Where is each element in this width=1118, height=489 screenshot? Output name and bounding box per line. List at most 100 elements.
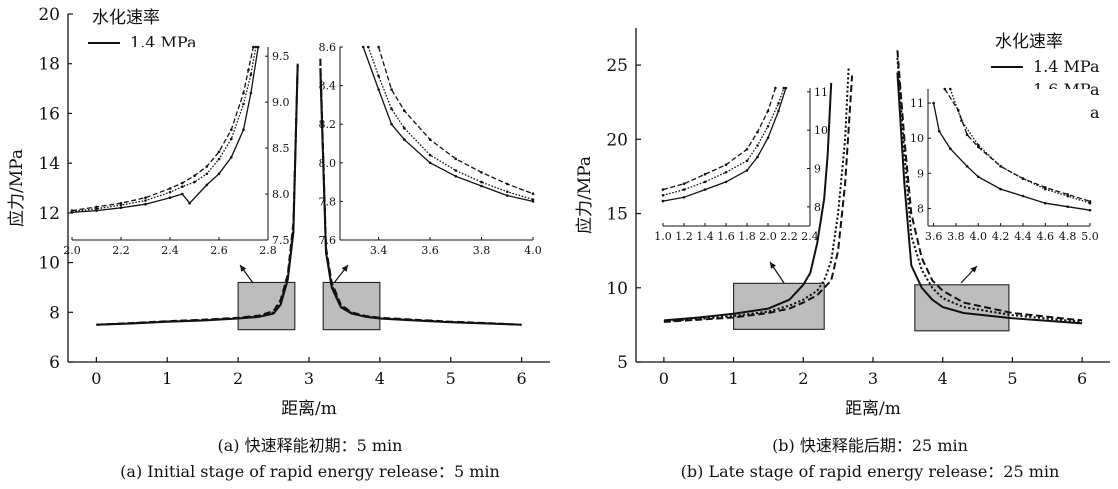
inset-series-line-16	[367, 46, 534, 201]
inset-data-point	[217, 157, 221, 161]
inset-data-point	[1088, 208, 1092, 212]
inset-data-point	[181, 185, 184, 188]
inset-y-tick-label: 8	[814, 201, 821, 214]
inset-data-point	[506, 182, 509, 186]
x-tick-label: 1	[162, 369, 172, 388]
inset-data-point	[205, 172, 209, 176]
y-tick-label: 15	[606, 205, 628, 225]
inset-x-tick-label: 2.2	[780, 230, 798, 243]
inset-y-tick-label: 7.8	[319, 195, 337, 208]
x-tick-label: 6	[1077, 369, 1087, 388]
x-tick-label: 1	[728, 369, 738, 388]
inset-data-point	[1066, 205, 1069, 208]
inset-data-point	[766, 136, 770, 140]
x-tick-label: 6	[517, 369, 527, 388]
inset-plot: 2.0 2.2 2.4 2.6 2.87.5 8.0 8.5 9.0 9.5	[63, 45, 290, 257]
inset-y-tick-label: 10	[910, 132, 924, 145]
inset-y-tick-label: 9.0	[272, 96, 290, 109]
y-tick-label: 18	[38, 55, 60, 75]
inset-background	[72, 47, 268, 240]
inset-data-point	[230, 128, 233, 131]
series-line-18	[663, 75, 854, 323]
inset-data-point	[531, 200, 535, 203]
inset-data-point	[242, 102, 245, 106]
inset-data-point	[1044, 186, 1047, 189]
inset-data-point	[119, 203, 123, 207]
series-line-14	[896, 72, 1083, 325]
inset-data-point	[367, 45, 370, 49]
zoom-highlight-box	[914, 284, 1010, 332]
inset-y-tick-label: 10	[814, 124, 828, 137]
inset-x-tick-label: 4.0	[970, 230, 988, 243]
inset-x-tick-label: 2.0	[759, 230, 777, 243]
series-line-16	[896, 57, 1083, 323]
inset-data-point	[168, 187, 172, 190]
legend-title: 水化速率	[995, 32, 1063, 52]
inset-data-point	[682, 188, 686, 191]
inset-data-point	[230, 137, 233, 141]
series-line-14	[663, 82, 833, 322]
inset-plot: 3.6 3.8 4.0 4.2 4.4 4.6 4.8 5.0 8 9 10 11	[910, 87, 1099, 243]
inset-data-point	[661, 188, 665, 191]
inset-data-point	[774, 86, 777, 90]
zoom-arrow-head	[770, 262, 777, 269]
inset-x-tick-label: 1.6	[717, 230, 735, 243]
inset-plot: 3.4 3.6 3.8 4.0 7.6 7.8 8.0 8.2 8.4 8.6	[319, 41, 542, 257]
inset-y-tick-label: 8.0	[272, 188, 290, 201]
inset-data-point	[119, 201, 123, 205]
inset-series-line-18	[662, 87, 777, 191]
inset-data-point	[756, 155, 759, 159]
y-tick-label: 5	[617, 353, 628, 373]
inset-data-point	[252, 45, 255, 49]
inset-x-tick-label: 2.4	[801, 230, 819, 243]
inset-data-point	[242, 91, 245, 95]
series-line-18	[896, 50, 1083, 322]
inset-data-point	[999, 165, 1002, 168]
inset-data-point	[168, 196, 172, 199]
inset-data-point	[506, 190, 509, 194]
y-tick-label: 8	[49, 303, 60, 323]
x-tick-label: 2	[233, 369, 243, 388]
y-axis-label: 应力/MPa	[7, 149, 27, 227]
chart-panel-b: 5 10 15 20 25 0 1 2 3 4 5 6 距离/m 应力/MPa 水化速率 1.4 MPa 1.6…	[575, 28, 1110, 419]
inset-data-point	[390, 88, 393, 91]
inset-data-point	[745, 169, 749, 172]
inset-data-point	[403, 109, 406, 112]
inset-y-tick-label: 11	[814, 86, 828, 99]
inset-y-tick-label: 8.5	[272, 142, 290, 155]
inset-data-point	[937, 129, 941, 133]
inset-data-point	[943, 87, 947, 91]
inset-data-point	[1021, 194, 1025, 198]
inset-x-tick-label: 1.4	[696, 230, 714, 243]
inset-data-point	[724, 180, 728, 184]
zoom-arrow-head	[240, 265, 247, 272]
zoom-highlight-box	[237, 281, 296, 331]
inset-data-point	[403, 126, 406, 130]
inset-x-tick-label: 1.8	[738, 230, 756, 243]
inset-data-point	[1021, 177, 1025, 180]
y-tick-label: 16	[38, 104, 60, 124]
caption-b-en: (b) Late stage of rapid energy release：2…	[680, 462, 1060, 481]
y-tick-label: 10	[606, 279, 628, 299]
y-tick-label: 20	[38, 5, 60, 25]
zoom-arrow-head	[970, 266, 977, 273]
inset-x-tick-label: 2.2	[112, 244, 130, 257]
inset-data-point	[960, 119, 963, 122]
inset-data-point	[480, 184, 483, 188]
inset-x-tick-label: 4.6	[1037, 230, 1055, 243]
inset-data-point	[480, 171, 483, 174]
inset-data-point	[777, 102, 780, 105]
inset-data-point	[999, 187, 1002, 191]
inset-data-point	[977, 143, 980, 147]
inset-x-tick-label: 2.0	[63, 244, 81, 257]
x-axis-label: 距离/m	[281, 399, 337, 419]
inset-data-point	[782, 86, 786, 90]
inset-data-point	[377, 45, 380, 49]
x-tick-label: 0	[659, 369, 669, 388]
inset-data-point	[1088, 200, 1092, 203]
inset-y-tick-label: 8.6	[319, 41, 337, 54]
inset-data-point	[205, 183, 209, 187]
inset-data-point	[506, 194, 509, 197]
inset-data-point	[377, 88, 380, 91]
inset-data-point	[682, 182, 686, 186]
